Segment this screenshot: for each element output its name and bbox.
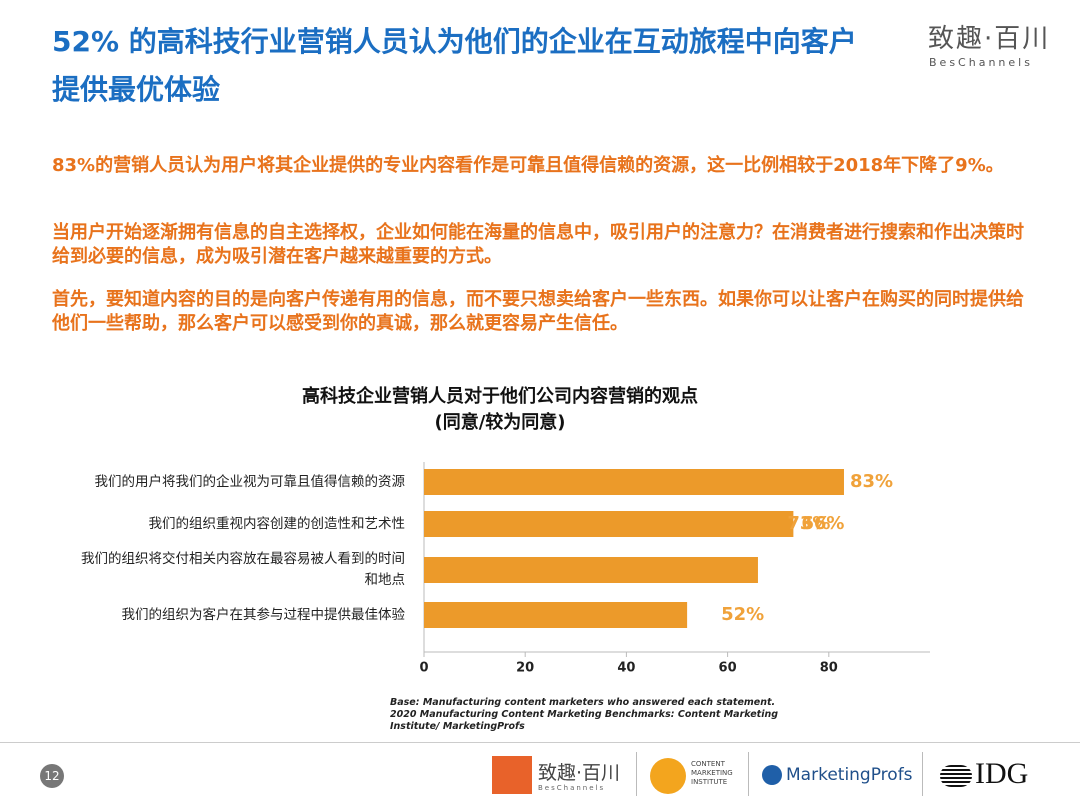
idg-icon [940, 765, 972, 787]
logo: 致趣·百川 [928, 24, 1051, 54]
value-label: 66% [801, 513, 844, 534]
x-tick-label: 0 [419, 661, 428, 676]
category-label: 我们的组织为客户在其参与过程中提供最佳体验 [121, 606, 406, 623]
footer-logo: MarketingProfs [786, 765, 913, 785]
category-label: 我们的组织将交付相关内容放在最容易被人看到的时间和地点 [81, 551, 405, 588]
category-label: 我们的组织重视内容创建的创造性和艺术性 [148, 515, 406, 532]
value-label: 83% [850, 471, 893, 492]
bar [424, 511, 794, 537]
footer-rule [0, 742, 1080, 743]
paragraph: 首先，要知道内容的目的是向客户传递有用的信息，而不要只想卖给客户一些东西。如果你… [52, 289, 1024, 334]
note: Base: Manufacturing content marketers wh… [390, 697, 776, 708]
category-label: 我们的用户将我们的企业视为可靠且值得信赖的资源 [94, 473, 406, 490]
divider [748, 752, 749, 796]
chart: 0 20 40 60 80 83% 73%66% 52% [419, 462, 930, 676]
footer-logo: 致趣·百川 [538, 762, 621, 784]
footer-logo-sub: BesChannels [538, 784, 606, 792]
paragraph: 当用户开始逐渐拥有信息的自主选择权，企业如何能在海量的信息中，吸引用户的注意力？… [52, 222, 1024, 267]
page-title: 52% 的高科技行业营销人员认为他们的企业在互动旅程中向客户提供最优体验 [52, 25, 857, 106]
divider [922, 752, 923, 796]
divider [636, 752, 637, 796]
logo-icon [492, 756, 532, 794]
x-tick-label: 20 [516, 661, 534, 676]
footer-logo: IDG [975, 757, 1029, 790]
footer-logo: CONTENT MARKETING INSTITUTE [691, 760, 733, 786]
note: 2020 Manufacturing Content Marketing Ben… [390, 709, 779, 732]
mp-icon [762, 765, 782, 785]
logo-sub: BesChannels [929, 56, 1033, 69]
paragraph: 83%的营销人员认为用户将其企业提供的专业内容看作是可靠且值得信赖的资源，这一比… [52, 155, 1004, 176]
cmi-icon [650, 758, 686, 794]
bar [424, 602, 688, 628]
bar [424, 557, 758, 583]
bar [424, 469, 844, 495]
x-tick-label: 40 [617, 661, 635, 676]
page-number: 12 [40, 764, 64, 788]
value-label: 73% [787, 513, 830, 534]
x-tick-label: 60 [719, 661, 737, 676]
chart-subtitle: (同意/较为同意) [434, 412, 566, 433]
chart-title: 高科技企业营销人员对于他们公司内容营销的观点 [302, 386, 698, 407]
value-label: 52% [721, 604, 764, 625]
x-tick-label: 80 [820, 661, 838, 676]
